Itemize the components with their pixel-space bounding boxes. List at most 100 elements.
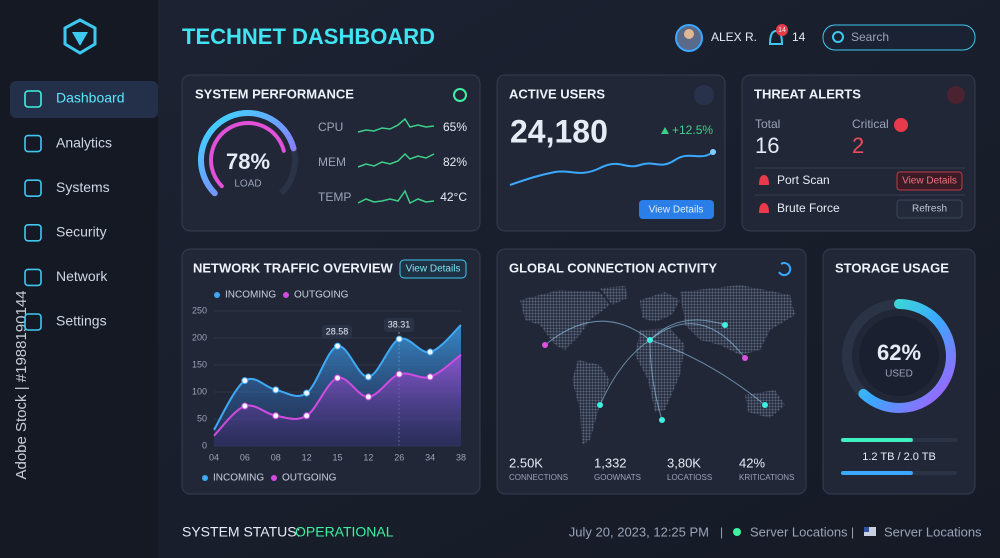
annotation-box	[384, 318, 414, 332]
users-sparkline	[509, 151, 714, 186]
y-tick-label: 150	[192, 359, 207, 369]
alert-button-label[interactable]: View Details	[902, 176, 957, 187]
location: Server Locations	[750, 524, 848, 539]
alert-icon	[759, 175, 769, 185]
continent	[680, 285, 795, 355]
stat-value: 42%	[739, 455, 765, 470]
refresh-icon[interactable]	[778, 262, 792, 277]
connection	[544, 320, 651, 346]
card-title: STORAGE USAGE	[835, 260, 949, 275]
nav-label[interactable]: Network	[56, 268, 108, 284]
point	[303, 389, 311, 397]
continent	[635, 328, 685, 412]
continent	[600, 286, 628, 305]
y-tick-label: 50	[197, 413, 207, 423]
nav-label[interactable]: Settings	[56, 313, 107, 329]
gauge-inner	[209, 121, 286, 189]
stat-value: 1,332	[594, 455, 627, 470]
button-label[interactable]: View Details	[649, 205, 704, 216]
metric-name: TEMP	[318, 190, 351, 204]
nav-icon[interactable]	[24, 313, 42, 331]
badge	[776, 24, 788, 36]
point	[241, 377, 249, 385]
status-value: OPERATIONAL	[295, 524, 394, 540]
alert-button[interactable]	[896, 171, 963, 191]
annotation-box	[322, 325, 352, 339]
stat-label: CONNECTIONS	[509, 473, 568, 482]
x-tick-label: 04	[209, 452, 219, 462]
bell-icon[interactable]	[768, 29, 784, 45]
sparkline	[357, 189, 435, 205]
up-arrow	[661, 127, 669, 134]
location: Server Locations	[884, 524, 982, 539]
sparkline-dot	[710, 149, 716, 155]
card-title: ACTIVE USERS	[509, 86, 605, 101]
nav-label[interactable]: Analytics	[56, 134, 112, 150]
separator: |	[720, 525, 723, 539]
metric-value: 65%	[443, 120, 467, 134]
hotspot	[647, 337, 653, 343]
hotspot	[542, 342, 548, 348]
nav-icon[interactable]	[24, 179, 42, 197]
user-name[interactable]: ALEX R.	[711, 30, 757, 44]
critical-icon	[894, 118, 908, 132]
hotspot	[722, 322, 728, 328]
alert-button[interactable]	[896, 199, 963, 219]
nav-icon[interactable]	[24, 224, 42, 242]
datetime: July 20, 2023, 12:25 PM	[569, 524, 709, 539]
settings-icon[interactable]	[453, 88, 467, 102]
logo	[63, 18, 97, 55]
total-label: Total	[755, 117, 780, 131]
legend-dot	[271, 475, 277, 481]
hotspots	[542, 322, 768, 423]
bar-fill	[841, 471, 913, 475]
card-title: GLOBAL CONNECTION ACTIVITY	[509, 260, 717, 275]
metric-name: CPU	[318, 120, 343, 134]
legend-label: OUTGOING	[294, 290, 349, 301]
y-tick-label: 100	[192, 386, 207, 396]
continent	[520, 290, 610, 350]
world-map	[520, 285, 795, 445]
storage-label: USED	[885, 369, 913, 380]
card-title: SYSTEM PERFORMANCE	[195, 86, 354, 101]
card	[741, 74, 976, 232]
watermark: Adobe Stock | #1988190144	[13, 290, 30, 479]
x-tick-label: 06	[240, 452, 250, 462]
point	[334, 342, 341, 350]
point	[426, 373, 434, 381]
button[interactable]	[399, 259, 467, 279]
ring-arc	[858, 299, 956, 413]
point	[364, 393, 372, 401]
button-label[interactable]: View Details	[406, 264, 461, 275]
search-placeholder[interactable]: Search	[851, 30, 889, 44]
nav-label[interactable]: Security	[56, 224, 107, 240]
connection	[649, 319, 726, 341]
connection	[599, 339, 651, 406]
button[interactable]	[639, 200, 714, 219]
stat-label: GOOWNATS	[594, 473, 641, 482]
connection	[649, 339, 766, 406]
hotspot	[597, 402, 603, 408]
x-tick-label: 08	[271, 452, 281, 462]
nav-label[interactable]: Dashboard	[56, 90, 125, 106]
bar-fill	[841, 438, 913, 442]
legend-label: OUTGOING	[282, 473, 337, 484]
point	[364, 373, 372, 381]
badge-count: 14	[778, 27, 786, 34]
point	[241, 402, 249, 410]
gauge-value: 78%	[226, 149, 270, 174]
alert-name: Brute Force	[777, 201, 840, 215]
nav-icon[interactable]	[24, 90, 42, 108]
hotspot	[762, 402, 768, 408]
alert-button-label[interactable]: Refresh	[912, 204, 947, 215]
nav-label[interactable]: Systems	[56, 179, 110, 195]
metric-value: 82%	[443, 155, 467, 169]
users-value: 24,180	[510, 113, 608, 149]
avatar-face	[684, 29, 694, 39]
nav-icon[interactable]	[24, 134, 42, 153]
search-box[interactable]	[822, 24, 976, 51]
nav-icon[interactable]	[24, 268, 42, 287]
notification-count: 14	[792, 30, 806, 44]
gauge-label: LOAD	[234, 179, 261, 190]
